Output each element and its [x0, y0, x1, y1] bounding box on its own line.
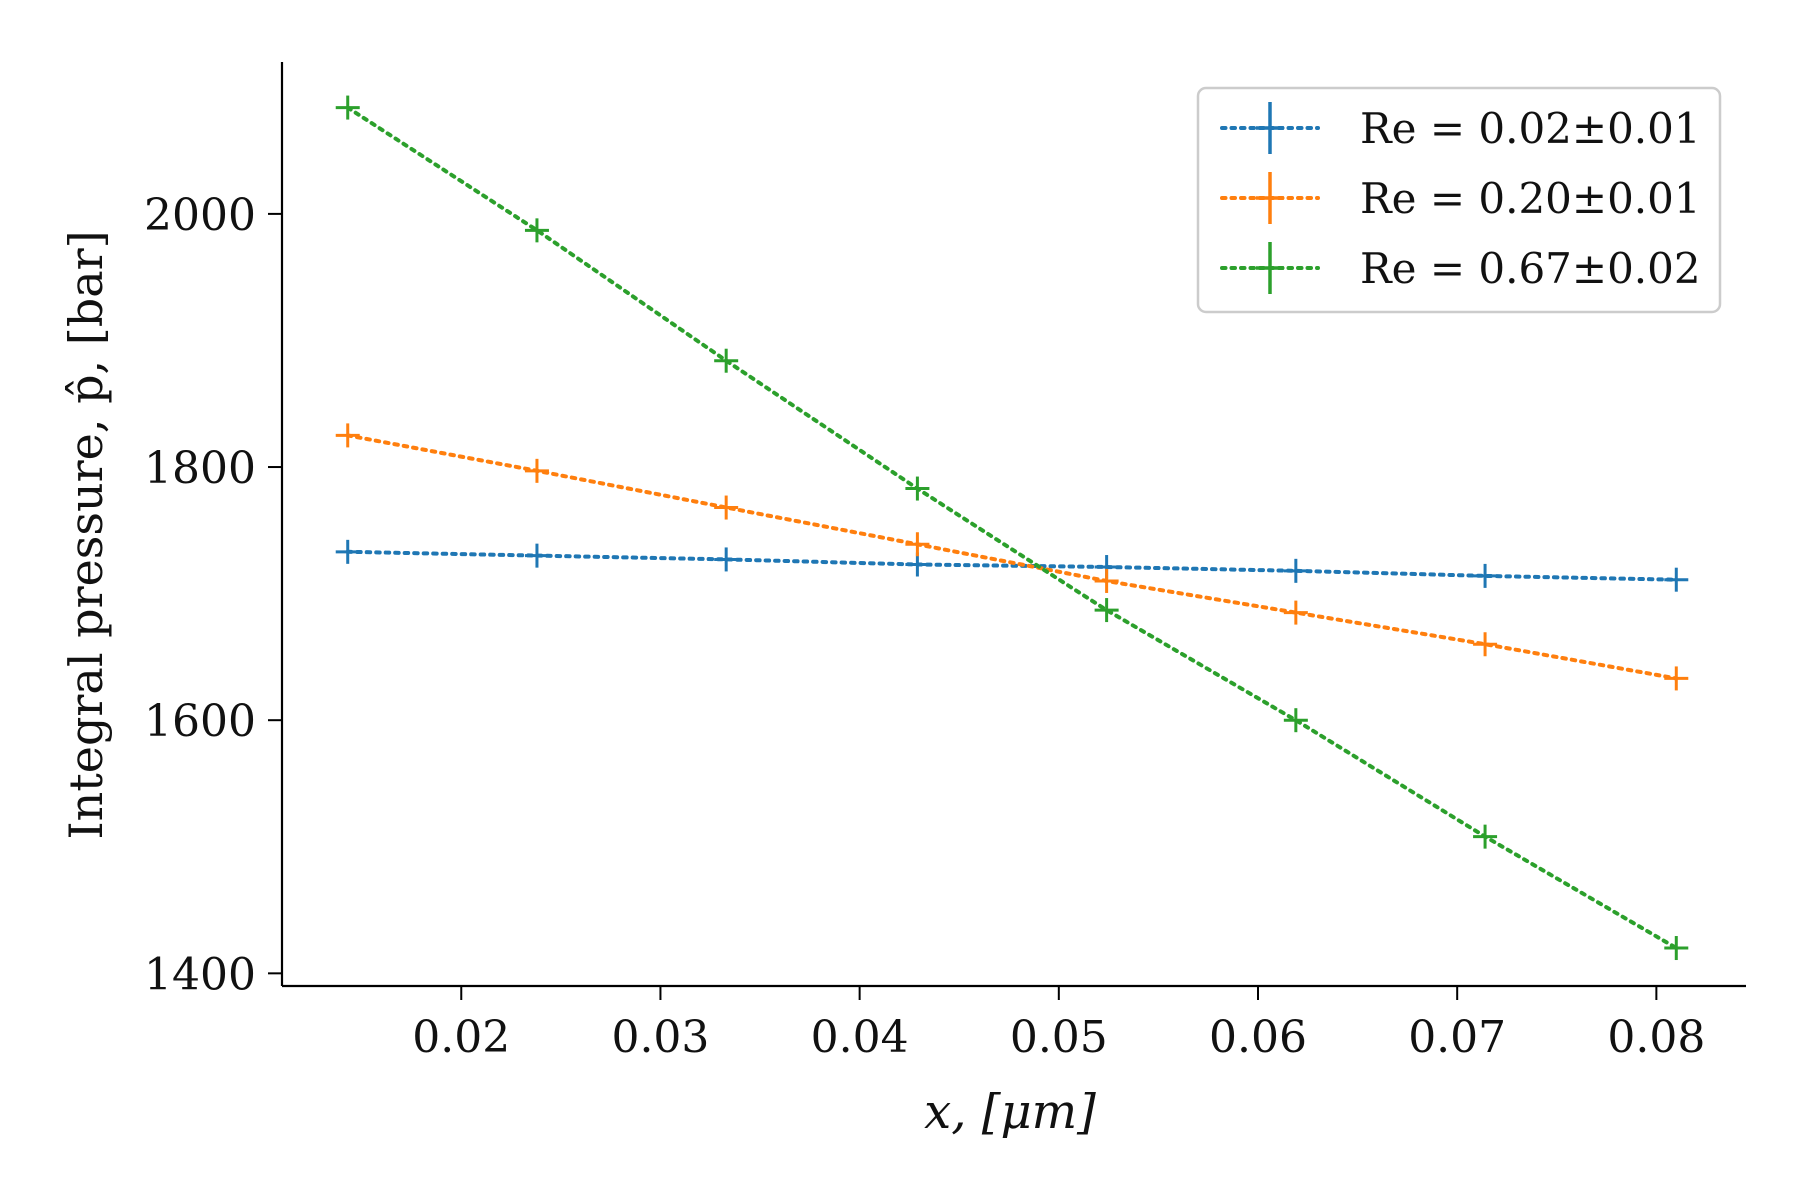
data-point: [1283, 708, 1308, 733]
x-axis-label: x, [μm]: [924, 1084, 1096, 1140]
data-point: [1473, 563, 1498, 588]
legend-label: Re = 0.20±0.01: [1360, 174, 1701, 223]
data-point: [1473, 824, 1498, 849]
data-point: [714, 547, 739, 572]
series-line: [345, 105, 1679, 950]
y-axis-label: Integral pressure, p̂, [bar]: [59, 230, 113, 839]
data-point: [335, 423, 360, 448]
data-point: [714, 348, 739, 373]
data-point: [524, 543, 549, 568]
data-point: [905, 476, 930, 501]
data-point: [335, 539, 360, 564]
series-layer: [335, 95, 1689, 961]
data-point: [1283, 600, 1308, 625]
y-tick-label: 1600: [144, 696, 256, 747]
data-point: [1283, 558, 1308, 583]
legend-label: Re = 0.67±0.02: [1360, 244, 1701, 293]
legend-entry: Re = 0.67±0.02: [1220, 242, 1701, 294]
data-point: [1664, 567, 1689, 592]
data-point: [1473, 632, 1498, 657]
legend-frame: [1196, 86, 1722, 314]
x-tick-label: 0.04: [811, 1012, 909, 1063]
y-tick-label: 2000: [144, 190, 256, 241]
data-point: [905, 532, 930, 557]
data-point: [1664, 666, 1689, 691]
series-line: [345, 549, 1679, 582]
x-tick-label: 0.07: [1408, 1012, 1506, 1063]
legend-entry: Re = 0.20±0.01: [1220, 172, 1701, 224]
data-point: [524, 458, 549, 483]
x-tick-label: 0.06: [1209, 1012, 1307, 1063]
legend: Re = 0.02±0.01 Re = 0.20±0.01 Re = 0.67±0.…: [1196, 86, 1722, 314]
x-tick-label: 0.03: [611, 1012, 709, 1063]
data-point: [905, 552, 930, 577]
data-point: [524, 218, 549, 243]
y-ticks: 1400 1600 1800 2000: [144, 190, 282, 1000]
series-line: [345, 433, 1679, 681]
data-point: [1094, 598, 1119, 623]
x-tick-label: 0.05: [1010, 1012, 1108, 1063]
data-point: [335, 95, 360, 120]
y-tick-label: 1400: [144, 949, 256, 1000]
legend-entry: Re = 0.02±0.01: [1220, 102, 1701, 154]
x-tick-label: 0.08: [1607, 1012, 1705, 1063]
data-point: [714, 495, 739, 520]
x-ticks: 0.02 0.03 0.04 0.05 0.06 0.07 0.08: [412, 986, 1705, 1063]
data-point: [1664, 936, 1689, 961]
legend-label: Re = 0.02±0.01: [1360, 104, 1701, 153]
y-tick-label: 1800: [144, 443, 256, 494]
data-point: [1094, 568, 1119, 593]
x-tick-label: 0.02: [412, 1012, 510, 1063]
